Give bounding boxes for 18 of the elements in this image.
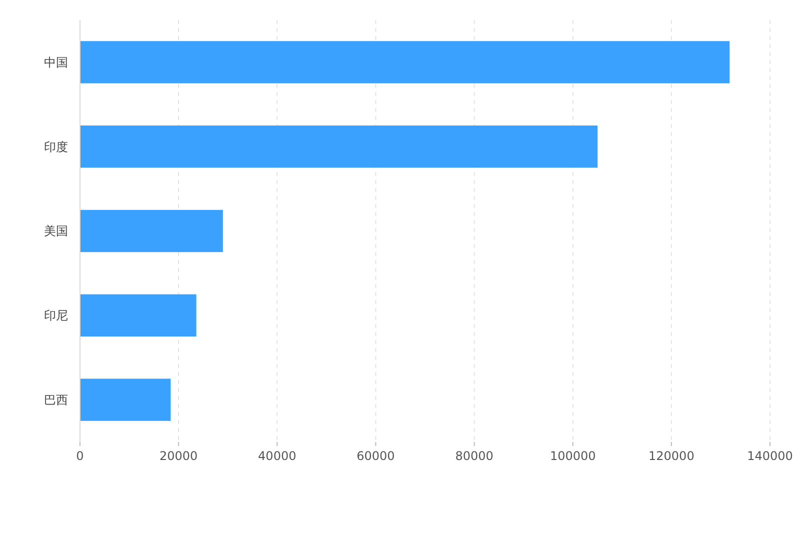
- x-tick-label: 100000: [550, 449, 596, 463]
- x-tick-label: 40000: [258, 449, 296, 463]
- y-tick-label: 印尼: [44, 308, 68, 323]
- x-tick-label: 0: [76, 449, 84, 463]
- bar: [80, 294, 196, 336]
- y-tick-label: 中国: [44, 55, 68, 70]
- y-tick-label: 巴西: [44, 393, 68, 407]
- bar: [80, 378, 171, 421]
- bar: [80, 41, 730, 84]
- x-tick-label: 60000: [356, 449, 395, 463]
- y-tick-label: 印度: [44, 140, 68, 154]
- x-tick-label: 140000: [747, 449, 793, 463]
- x-tick-label: 20000: [159, 449, 198, 463]
- bar: [80, 126, 598, 168]
- x-tick-label: 80000: [455, 449, 494, 463]
- y-tick-label: 美国: [44, 224, 68, 238]
- x-tick-label: 120000: [648, 449, 694, 463]
- bar: [80, 210, 223, 252]
